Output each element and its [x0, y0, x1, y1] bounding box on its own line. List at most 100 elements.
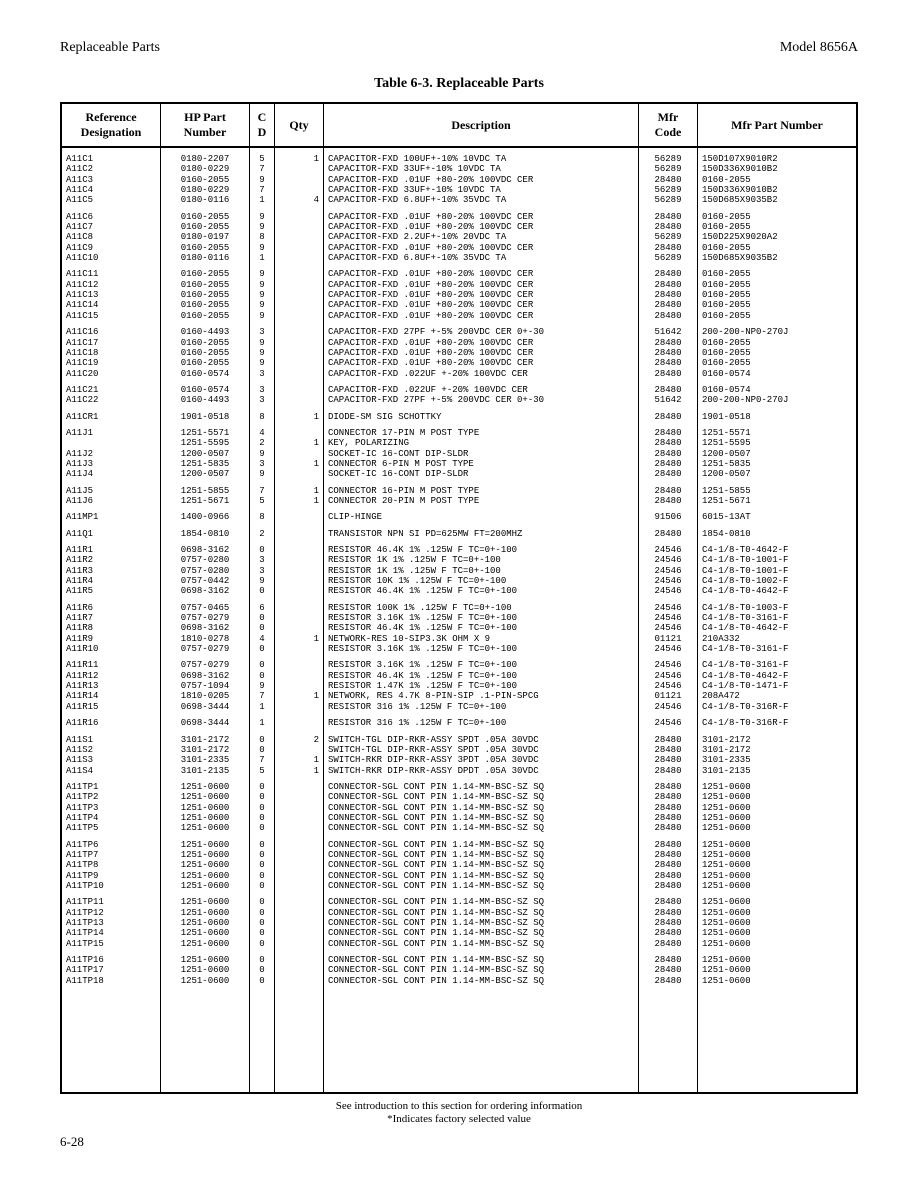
- cell: A11TP6: [61, 840, 161, 850]
- cell: 24546: [639, 623, 698, 633]
- cell: 1251-5595: [161, 438, 250, 448]
- cell: RESISTOR 1.47K 1% .125W F TC=0+-100: [324, 681, 639, 691]
- cell: CAPACITOR-FXD .022UF +-20% 100VDC CER: [324, 369, 639, 379]
- cell: RESISTOR 316 1% .125W F TC=0+-100: [324, 718, 639, 728]
- cell: [275, 881, 324, 891]
- cell: 1251-5835: [161, 459, 250, 469]
- table-row: A11TP91251-06000CONNECTOR-SGL CONT PIN 1…: [61, 871, 857, 881]
- cell: 1251-0600: [161, 881, 250, 891]
- header-right: Model 8656A: [780, 40, 858, 56]
- cell: A11C10: [61, 253, 161, 263]
- table-row: A11TP161251-06000CONNECTOR-SGL CONT PIN …: [61, 955, 857, 965]
- cell: 3101-2335: [161, 755, 250, 765]
- cell: [275, 529, 324, 539]
- table-row: A11R30757-02803RESISTOR 1K 1% .125W F TC…: [61, 566, 857, 576]
- cell: 0: [250, 792, 275, 802]
- cell: 1251-0600: [161, 976, 250, 986]
- cell: RESISTOR 3.16K 1% .125W F TC=0+-100: [324, 613, 639, 623]
- cell: [275, 358, 324, 368]
- cell: 3: [250, 395, 275, 405]
- cell: 28480: [639, 897, 698, 907]
- cell: 28480: [639, 908, 698, 918]
- cell: 0160-4493: [161, 395, 250, 405]
- cell: 9: [250, 269, 275, 279]
- table-row: A11S13101-217202SWITCH-TGL DIP-RKR-ASSY …: [61, 735, 857, 745]
- cell: 1: [250, 702, 275, 712]
- table-row: A11TP171251-06000CONNECTOR-SGL CONT PIN …: [61, 965, 857, 975]
- cell: 1251-0600: [161, 918, 250, 928]
- cell: 1251-0600: [698, 803, 858, 813]
- cell: 56289: [639, 195, 698, 205]
- cell: 24546: [639, 576, 698, 586]
- cell: 28480: [639, 449, 698, 459]
- cell: CONNECTOR-SGL CONT PIN 1.14-MM-BSC-SZ SQ: [324, 871, 639, 881]
- cell: [275, 253, 324, 263]
- cell: CAPACITOR-FXD 33UF+-10% 10VDC TA: [324, 185, 639, 195]
- table-row: A11S43101-213551SWITCH-RKR DIP-RKR-ASSY …: [61, 766, 857, 776]
- cell: 24546: [639, 644, 698, 654]
- table-row: A11R110757-02790RESISTOR 3.16K 1% .125W …: [61, 660, 857, 670]
- cell: 28480: [639, 965, 698, 975]
- cell: A11C7: [61, 222, 161, 232]
- cell: [275, 702, 324, 712]
- cell: 0: [250, 586, 275, 596]
- cell: [275, 918, 324, 928]
- cell: A11J5: [61, 486, 161, 496]
- cell: CAPACITOR-FXD .01UF +80-20% 100VDC CER: [324, 311, 639, 321]
- cell: CONNECTOR-SGL CONT PIN 1.14-MM-BSC-SZ SQ: [324, 918, 639, 928]
- cell: A11TP4: [61, 813, 161, 823]
- table-row: A11C70160-20559CAPACITOR-FXD .01UF +80-2…: [61, 222, 857, 232]
- cell: [275, 976, 324, 986]
- table-row: A11TP31251-06000CONNECTOR-SGL CONT PIN 1…: [61, 803, 857, 813]
- cell: 28480: [639, 280, 698, 290]
- cell: CAPACITOR-FXD .01UF +80-20% 100VDC CER: [324, 243, 639, 253]
- cell: 0: [250, 860, 275, 870]
- cell: 0: [250, 955, 275, 965]
- cell: CONNECTOR-SGL CONT PIN 1.14-MM-BSC-SZ SQ: [324, 792, 639, 802]
- cell: 28480: [639, 428, 698, 438]
- cell: 0180-0229: [161, 164, 250, 174]
- cell: CONNECTOR-SGL CONT PIN 1.14-MM-BSC-SZ SQ: [324, 928, 639, 938]
- cell: 28480: [639, 222, 698, 232]
- cell: 0: [250, 881, 275, 891]
- cell: 0757-0279: [161, 660, 250, 670]
- cell: RESISTOR 100K 1% .125W F TC=0+-100: [324, 603, 639, 613]
- cell: 150D225X9020A2: [698, 232, 858, 242]
- cell: 1251-0600: [698, 840, 858, 850]
- cell: [275, 338, 324, 348]
- cell: [275, 939, 324, 949]
- cell: 1: [250, 195, 275, 205]
- cell: [275, 269, 324, 279]
- cell: A11J3: [61, 459, 161, 469]
- cell: 3101-2172: [161, 745, 250, 755]
- cell: 1251-5855: [698, 486, 858, 496]
- cell: 1: [250, 718, 275, 728]
- cell: A11C20: [61, 369, 161, 379]
- cell: A11C18: [61, 348, 161, 358]
- cell: CONNECTOR-SGL CONT PIN 1.14-MM-BSC-SZ SQ: [324, 813, 639, 823]
- cell: CONNECTOR-SGL CONT PIN 1.14-MM-BSC-SZ SQ: [324, 897, 639, 907]
- cell: 0: [250, 613, 275, 623]
- cell: A11R1: [61, 545, 161, 555]
- cell: [275, 327, 324, 337]
- cell: [275, 792, 324, 802]
- cell: CONNECTOR-SGL CONT PIN 1.14-MM-BSC-SZ SQ: [324, 803, 639, 813]
- table-row: A11J31251-583531CONNECTOR 6-PIN M POST T…: [61, 459, 857, 469]
- col-hp: HP Part Number: [161, 103, 250, 147]
- table-row: A11TP61251-06000CONNECTOR-SGL CONT PIN 1…: [61, 840, 857, 850]
- cell: RESISTOR 1K 1% .125W F TC=0+-100: [324, 566, 639, 576]
- cell: CONNECTOR-SGL CONT PIN 1.14-MM-BSC-SZ SQ: [324, 908, 639, 918]
- cell: 3: [250, 459, 275, 469]
- cell: [275, 576, 324, 586]
- cell: A11TP11: [61, 897, 161, 907]
- table-row: A11CR11901-051881DIODE-SM SIG SCHOTTKY28…: [61, 412, 857, 422]
- cell: CAPACITOR-FXD .01UF +80-20% 100VDC CER: [324, 269, 639, 279]
- cell: CONNECTOR-SGL CONT PIN 1.14-MM-BSC-SZ SQ: [324, 939, 639, 949]
- cell: 1251-0600: [161, 928, 250, 938]
- gap-row: [61, 147, 857, 154]
- cell: [275, 745, 324, 755]
- cell: 6: [250, 603, 275, 613]
- table-row: A11TP11251-06000CONNECTOR-SGL CONT PIN 1…: [61, 782, 857, 792]
- cell: C4-1/8-T0-4642-F: [698, 623, 858, 633]
- table-row: A11C10180-220751CAPACITOR-FXD 100UF+-10%…: [61, 154, 857, 164]
